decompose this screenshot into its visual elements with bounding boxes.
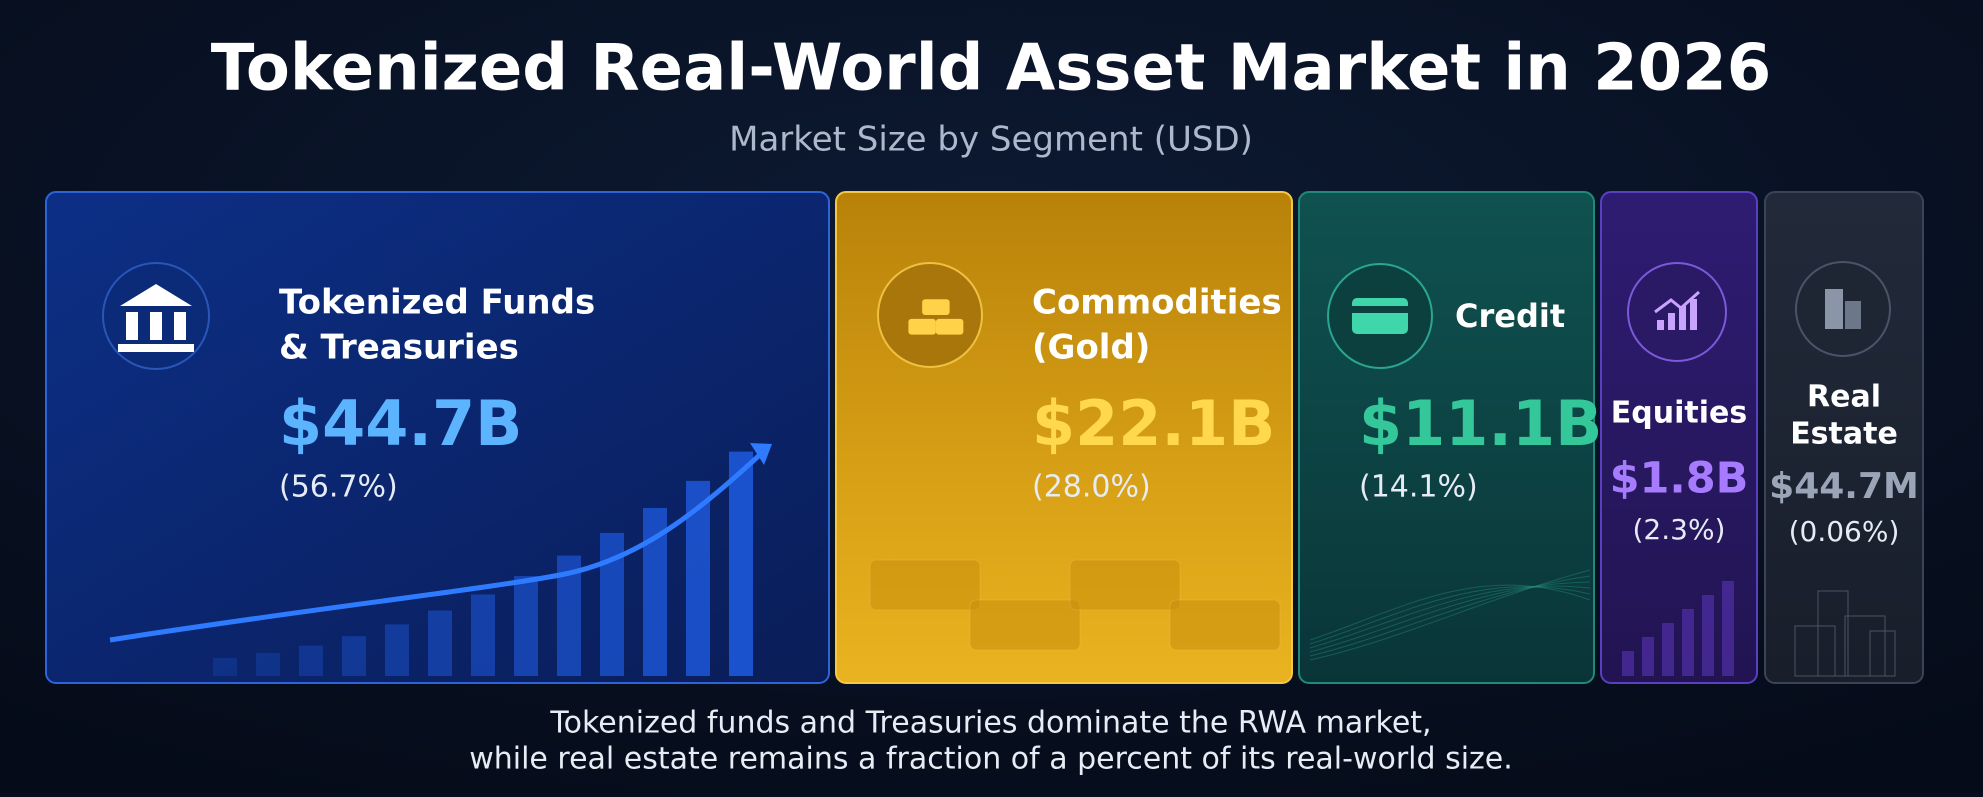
segment-name: (Gold) <box>1032 328 1150 368</box>
card-background <box>45 191 830 684</box>
decor-bar <box>428 610 452 676</box>
icon-gold <box>908 318 936 335</box>
cards: Tokenized Funds & Treasuries $44.7B (56.7%)… <box>45 191 1924 684</box>
icon-bar <box>1668 313 1675 330</box>
decor-wave <box>1309 575 1591 657</box>
segment-share: (2.3%) <box>1633 513 1726 546</box>
icon-gold <box>935 318 964 335</box>
decor-wave <box>1309 584 1591 641</box>
icon-circle <box>1627 262 1727 362</box>
icon-building <box>1845 301 1861 329</box>
icon-bank <box>118 284 194 352</box>
decor-building <box>1844 615 1886 677</box>
decor-bar <box>385 624 409 676</box>
segment-name: Commodities <box>1032 283 1282 323</box>
decor-wave <box>1309 585 1591 649</box>
decor-bar <box>256 652 280 676</box>
decor-bar <box>514 576 538 676</box>
segment-name: Tokenized Funds <box>279 283 595 323</box>
icon-card-stripe <box>1352 306 1408 313</box>
decor-bar <box>471 594 495 676</box>
segment-value: $1.8B <box>1610 454 1749 504</box>
footer-line: Tokenized funds and Treasuries dominate … <box>549 706 1431 741</box>
segment-value: $44.7M <box>1769 466 1919 507</box>
segment-name: Equities <box>1611 396 1747 431</box>
decor-bar <box>729 451 753 676</box>
segment-name: Estate <box>1790 417 1898 452</box>
segment-name: Real <box>1807 380 1881 415</box>
segment-card: Equities $1.8B (2.3%) <box>1600 191 1758 684</box>
decor-bar <box>1622 651 1634 676</box>
decor-building <box>1869 630 1896 677</box>
segment-card: Credit $11.1B (14.1%) <box>1298 191 1602 684</box>
segment-card: Commodities (Gold) $22.1B (28.0%) <box>835 191 1293 684</box>
decor-building <box>1794 625 1836 677</box>
decor-trend <box>109 448 767 643</box>
segment-share: (14.1%) <box>1359 470 1478 505</box>
decor-bar <box>213 658 237 676</box>
segment-share: (28.0%) <box>1032 470 1151 505</box>
icon-arrow <box>1654 290 1700 314</box>
icon-gold <box>922 299 950 315</box>
segment-card: Tokenized Funds & Treasuries $44.7B (56.7%) <box>45 191 830 684</box>
decor-gold-bar <box>1169 599 1281 651</box>
segment-share: (56.7%) <box>279 470 398 505</box>
decor-bar <box>1722 581 1734 676</box>
footer-line: while real estate remains a fraction of … <box>469 742 1513 777</box>
segment-name: & Treasuries <box>279 328 519 368</box>
decor-bar <box>342 636 366 676</box>
decor-bar <box>1682 609 1694 676</box>
segment-value: $44.7B <box>279 387 522 460</box>
decor-bar <box>1662 623 1674 676</box>
segment-value: $22.1B <box>1032 387 1275 460</box>
icon-building <box>1825 289 1843 329</box>
icon-bar <box>1679 306 1686 330</box>
decor-bar <box>1642 637 1654 676</box>
decor-gold-bar <box>969 599 1081 651</box>
decor-wave <box>1309 581 1591 653</box>
decor-bar <box>299 645 323 676</box>
segment-share: (0.06%) <box>1789 515 1900 548</box>
segment-name: Credit <box>1455 297 1565 335</box>
title: Tokenized Real-World Asset Market in 202… <box>211 32 1771 106</box>
segment-value: $11.1B <box>1359 387 1602 460</box>
subtitle: Market Size by Segment (USD) <box>729 120 1253 160</box>
icon-bar <box>1690 299 1697 330</box>
decor-building <box>1817 590 1849 677</box>
decor-gold-bar <box>869 559 981 611</box>
decor-arrowhead <box>750 443 772 465</box>
decor-wave <box>1309 569 1591 661</box>
decor-bar <box>1702 595 1714 676</box>
decor-wave <box>1309 586 1591 645</box>
icon-bar <box>1657 320 1664 330</box>
icon-card <box>1352 298 1408 334</box>
decor-gold-bar <box>1069 559 1181 611</box>
